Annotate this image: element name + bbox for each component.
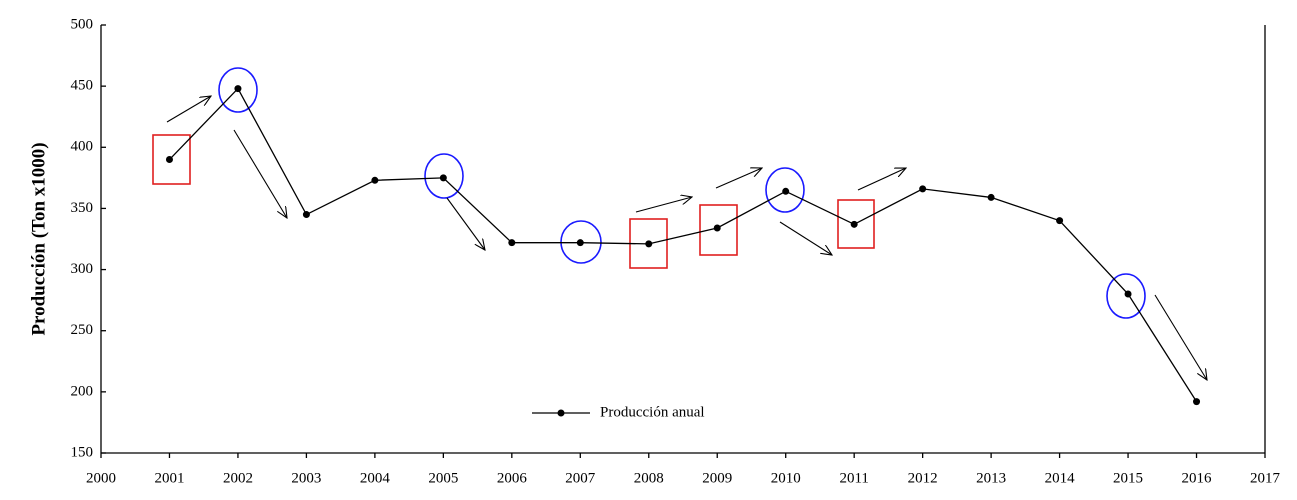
square-marker [837,199,875,249]
x-tick-label: 2007 [565,470,596,486]
circle-marker [765,167,805,213]
x-tick-label: 2017 [1250,470,1281,486]
y-axis-label: Producción (Ton x1000) [28,142,49,335]
x-tick-label: 2015 [1113,470,1143,486]
y-tick-label: 400 [71,139,94,155]
y-tick-label: 450 [71,78,94,94]
axes [100,24,1266,458]
data-point [713,224,721,232]
x-tick-label: 2000 [86,470,116,486]
square-marker [699,204,738,256]
data-point [1056,217,1064,225]
x-tick-label: 2002 [223,470,253,486]
x-tick-label: 2006 [497,470,528,486]
data-point [919,185,927,193]
y-tick-label: 150 [71,444,94,460]
legend-marker [557,409,565,417]
x-tick-label: 2012 [908,470,938,486]
data-point [439,174,447,182]
x-tick-label: 2011 [839,470,868,486]
circle-marker [424,153,464,199]
annotations [152,67,1207,380]
x-tick-label: 2016 [1182,470,1213,486]
data-point [302,211,310,219]
circle-marker [218,67,258,113]
series-line [169,87,1198,402]
circle-marker [1106,273,1146,319]
x-tick-label: 2003 [291,470,321,486]
square-marker [152,134,191,185]
x-tick-label: 2005 [428,470,458,486]
arrow [635,197,692,213]
data-point [645,240,653,248]
x-tick-label: 2004 [360,470,391,486]
data-point [371,176,379,184]
y-tick-label: 200 [71,383,94,399]
data-point [165,156,173,164]
data-point [1193,398,1201,406]
y-tick-label: 300 [71,261,94,277]
y-tick-label: 350 [71,200,94,216]
data-point [850,220,858,228]
x-tick-label: 2013 [976,470,1006,486]
x-tick-label: 2001 [154,470,184,486]
data-point [1124,290,1132,298]
arrow [857,168,906,191]
data-point [576,239,584,247]
data-point [508,239,516,247]
arrow [779,221,832,255]
y-tick-label: 250 [71,322,94,338]
y-tick-label: 500 [71,16,94,32]
data-point [234,85,242,93]
arrow [1154,294,1207,380]
arrow [233,129,287,218]
data-point [987,193,995,201]
arrow [166,96,211,123]
data-point [782,187,790,195]
x-tick-label: 2014 [1045,470,1076,486]
x-tick-label: 2008 [634,470,664,486]
x-tick-label: 2010 [771,470,801,486]
x-tick-label: 2009 [702,470,732,486]
legend-label: Producción anual [600,404,705,420]
arrow [715,168,762,189]
circle-marker [560,220,602,264]
arrow [446,197,485,250]
